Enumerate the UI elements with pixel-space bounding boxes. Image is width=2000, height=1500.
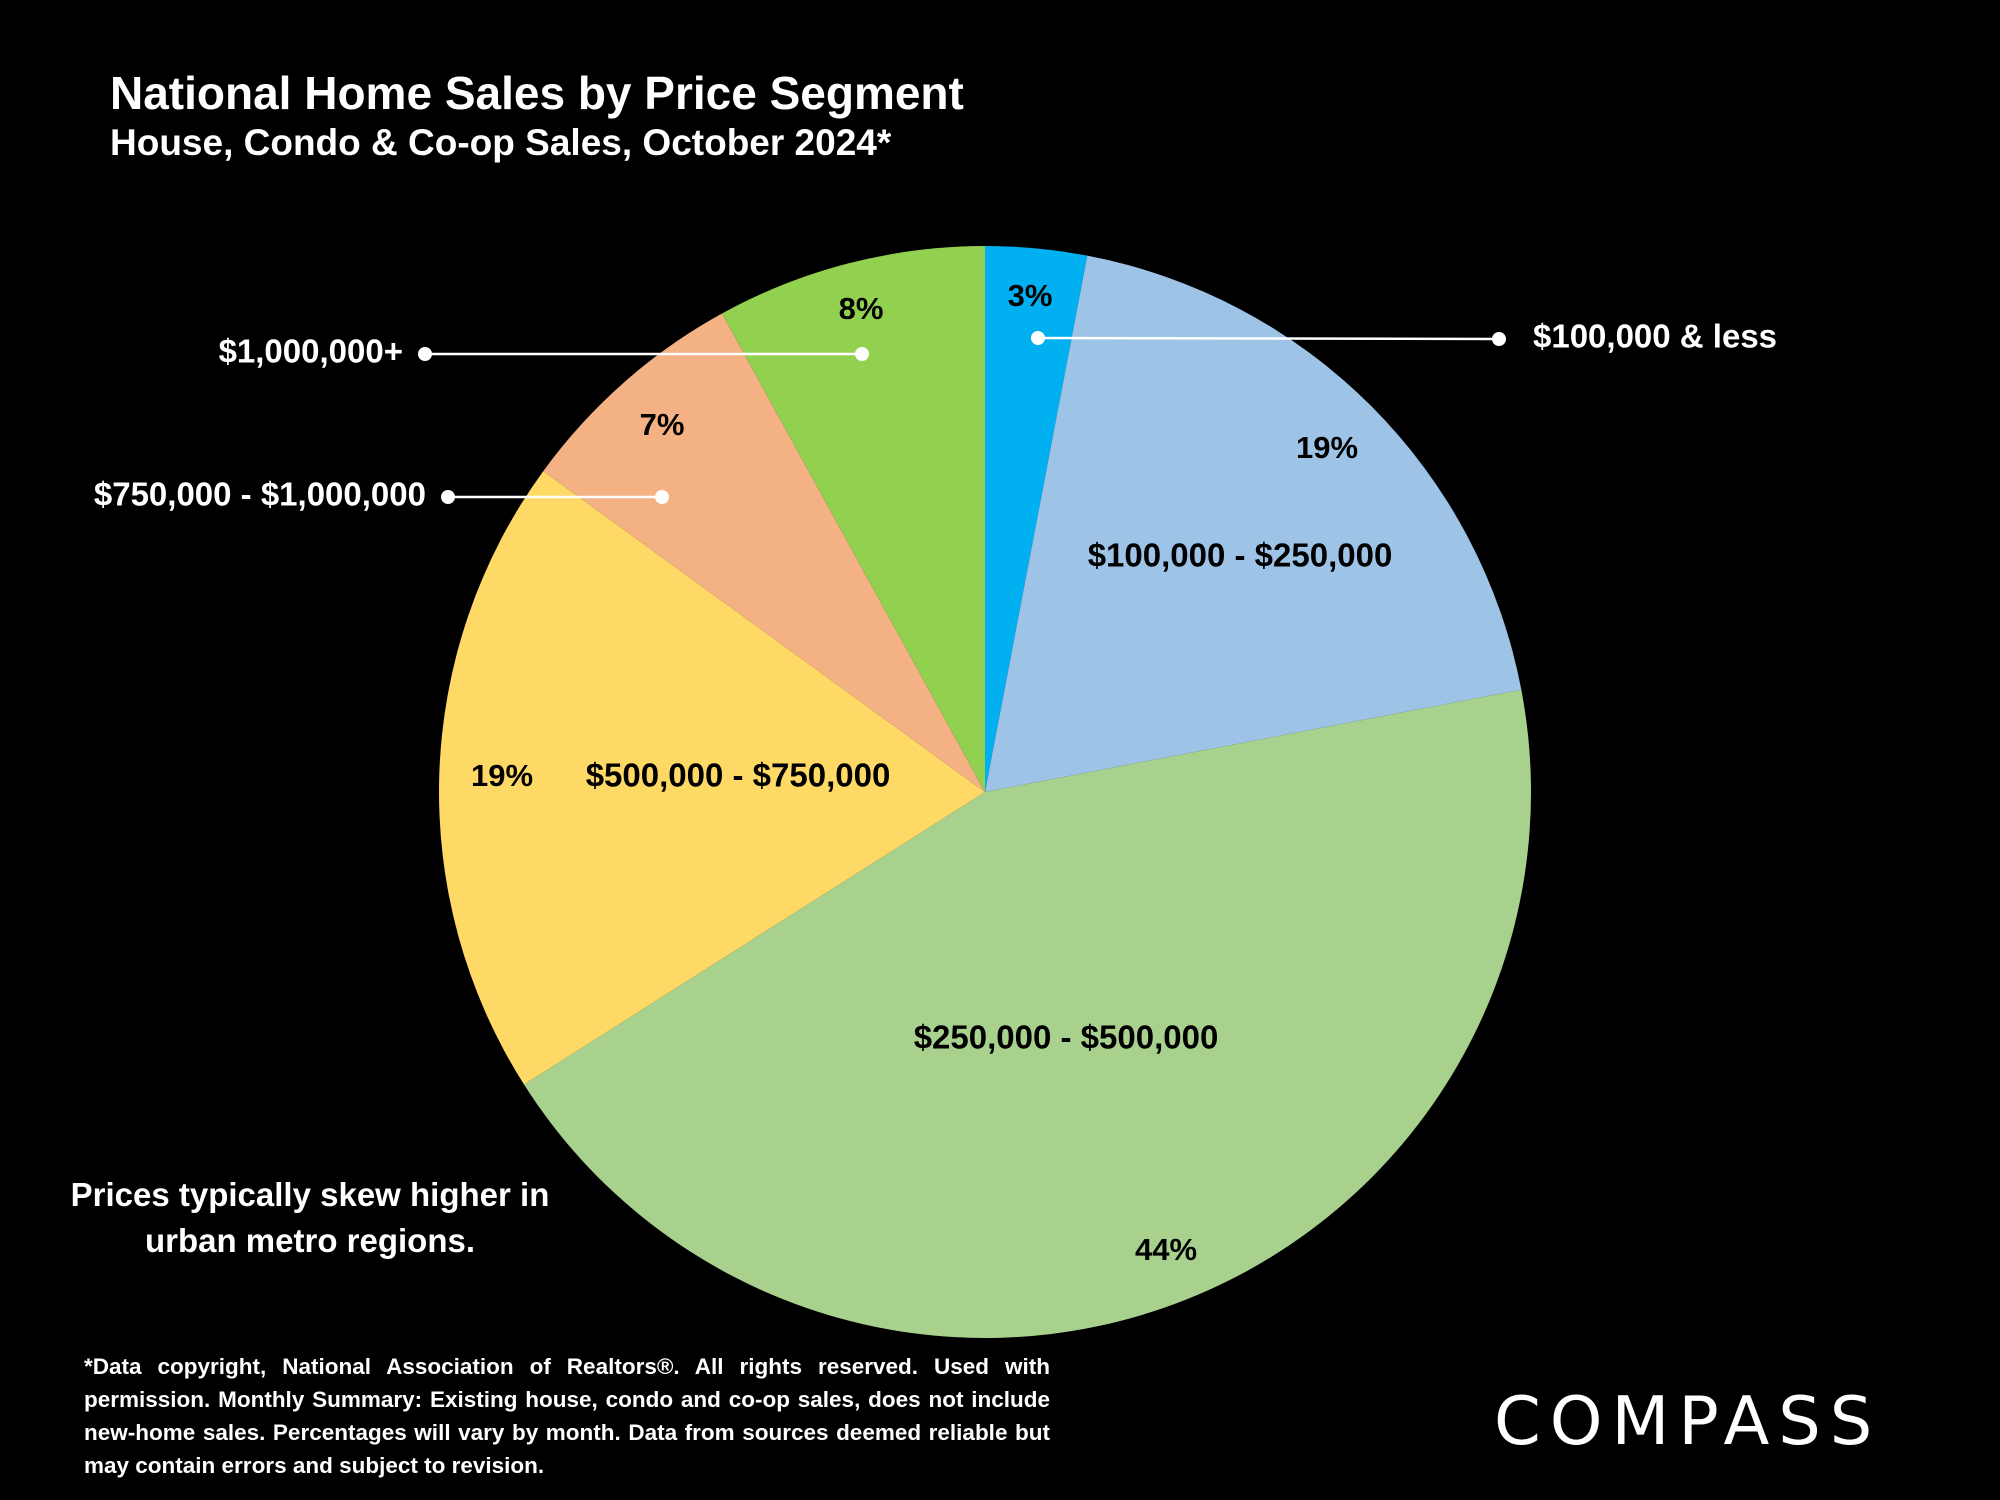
pie-labels: 3% $100,000 & less 19% $100,000 - $250,000 4… (94, 278, 1777, 1267)
compass-logo: COMPASS (1494, 1382, 1882, 1460)
pie-slice-100-000-250-000 (985, 255, 1522, 793)
callout-label-750-000-1-000-000: $750,000 - $1,000,000 (94, 476, 426, 513)
callout-line-100-000-less (1037, 336, 1500, 341)
callout-end-dot-1-000-000 (418, 347, 432, 361)
slice-value-label-500-000-750-000: 19% (471, 758, 533, 793)
callout-end-dot-100-000-less (1492, 332, 1506, 346)
slice-value-label-750-000-1-000-000: 7% (640, 407, 685, 442)
chart-subtitle: House, Condo & Co-op Sales, October 2024… (110, 122, 892, 163)
slice-name-label-100-000-250-000: $100,000 - $250,000 (1088, 537, 1393, 574)
slice-value-label-100-000-less: 3% (1008, 278, 1053, 313)
callout-dot-750-000-1-000-000 (655, 490, 669, 504)
footnote: *Data copyright, National Association of… (84, 1354, 1050, 1478)
slice-value-label-100-000-250-000: 19% (1296, 430, 1358, 465)
callout-dot-100-000-less (1031, 331, 1045, 345)
pie-slice-1-000-000 (721, 246, 985, 792)
pie-slice-250-000-500-000 (524, 689, 1531, 1338)
callout-label-100-000-less: $100,000 & less (1533, 318, 1777, 355)
callout-label-1-000-000: $1,000,000+ (219, 333, 403, 370)
pie-slice-500-000-750-000 (439, 471, 985, 1085)
slice-name-label-500-000-750-000: $500,000 - $750,000 (586, 757, 891, 794)
chart-title: National Home Sales by Price Segment (110, 67, 964, 119)
pie-slices (439, 246, 1531, 1338)
slice-value-label-250-000-500-000: 44% (1135, 1232, 1197, 1267)
callout-end-dot-750-000-1-000-000 (441, 490, 455, 504)
pie-slice-750-000-1-000-000 (543, 313, 985, 792)
slice-value-label-1-000-000: 8% (839, 291, 884, 326)
slice-name-label-250-000-500-000: $250,000 - $500,000 (914, 1019, 1219, 1056)
callout-dot-1-000-000 (855, 347, 869, 361)
chart-note: Prices typically skew higher in urban me… (70, 1176, 550, 1259)
pie-slice-100-000-less (985, 246, 1088, 792)
